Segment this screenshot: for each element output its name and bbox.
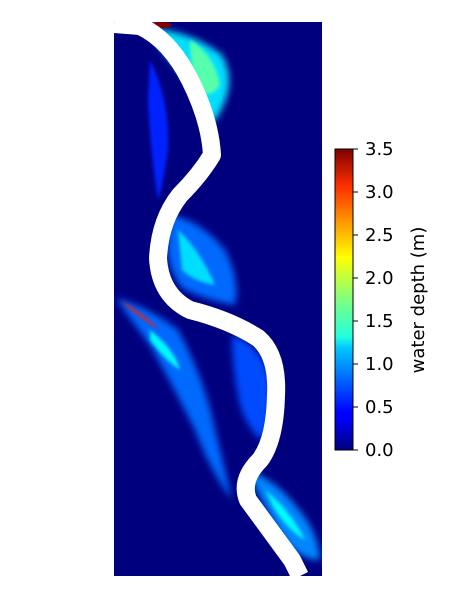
colorbar-gradient [334, 148, 354, 451]
flood-patch-detail [178, 230, 215, 285]
flood-patch-detail [120, 300, 160, 330]
colorbar-tick-label: 3.0 [365, 182, 394, 203]
colorbar-label: water depth (m) [408, 227, 429, 374]
flood-region-middle-floodplain [167, 215, 237, 305]
colorbar-tick-label: 1.0 [365, 354, 394, 375]
flood-patch-detail [150, 330, 180, 370]
flood-patch [116, 298, 232, 500]
flood-region-lower-left-bank [116, 298, 232, 500]
colorbar-tick-label: 2.0 [365, 268, 394, 289]
colorbar-tick-label: 0.0 [365, 440, 394, 461]
flood-patch-detail [148, 60, 169, 200]
river-channel-mask [114, 22, 309, 576]
flood-region-outlet-reach [248, 470, 320, 560]
colorbar-tick-label: 1.5 [365, 311, 394, 332]
flood-patch [232, 335, 271, 440]
colorbar-tick-label: 2.5 [365, 225, 394, 246]
depth-map [114, 22, 322, 576]
colorbar: 0.0 0.5 1.0 1.5 2.0 2.5 3.0 3.5 water depth (m) [334, 139, 429, 461]
flood-region-lower-right-bank [232, 335, 271, 440]
colorbar-tick-label: 3.5 [365, 139, 394, 160]
colorbar-tick-label: 0.5 [365, 397, 394, 418]
flood-patch-detail [265, 490, 305, 540]
